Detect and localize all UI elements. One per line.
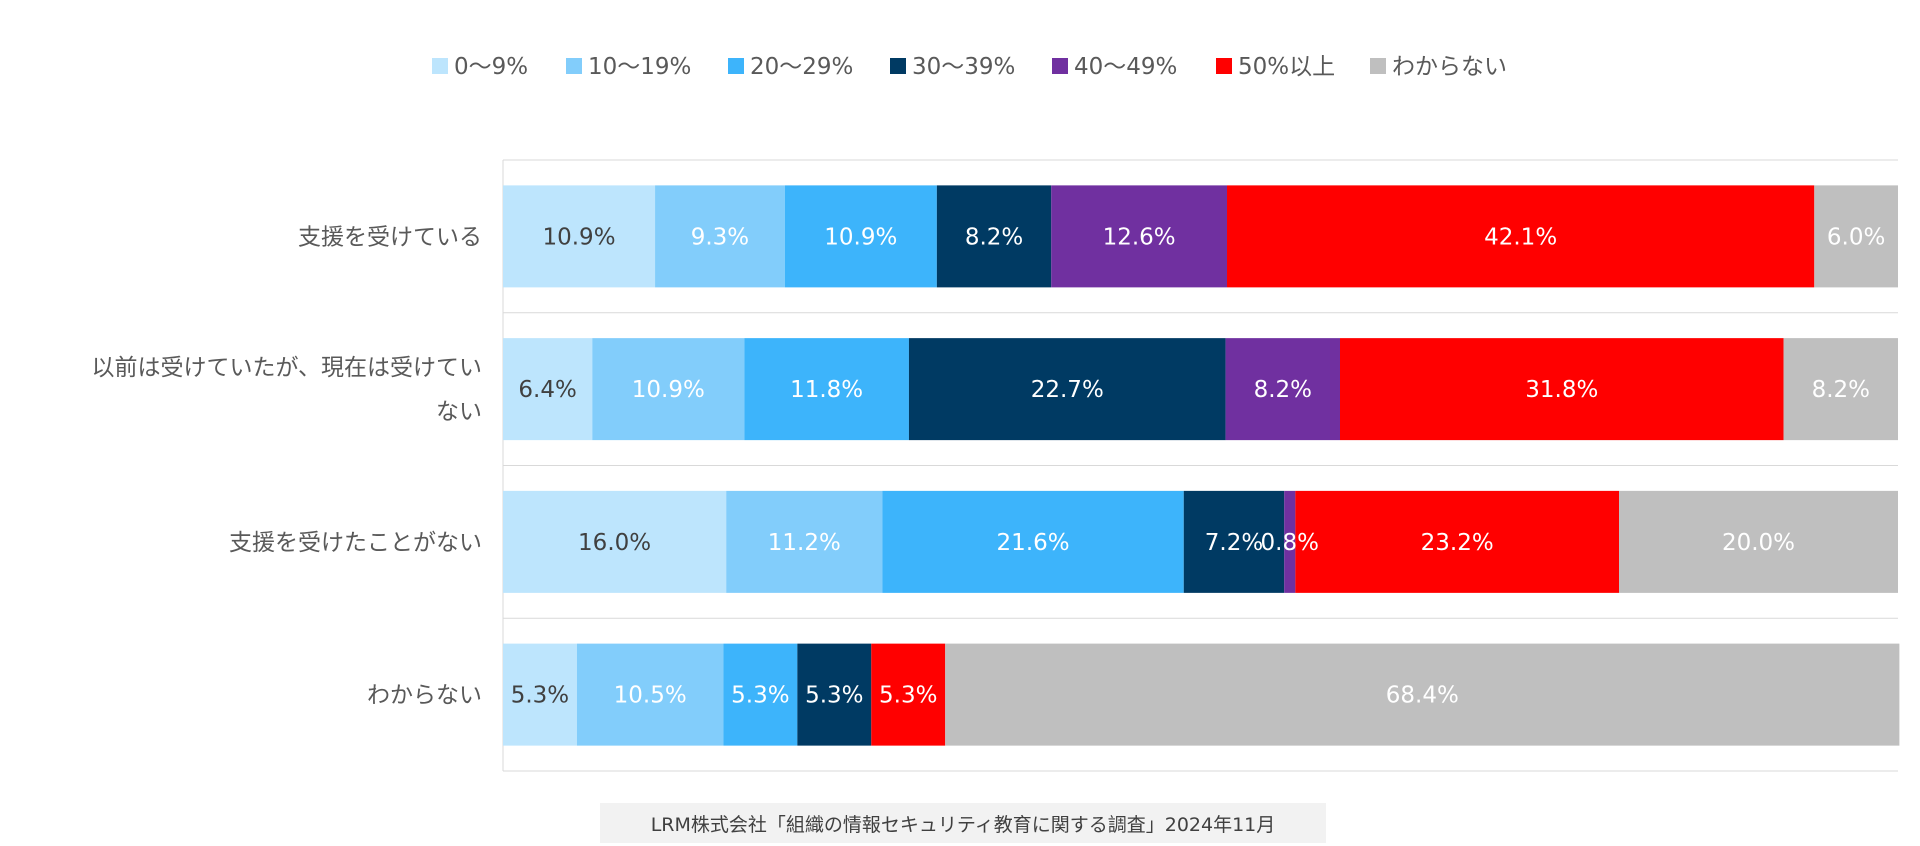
category-label-line: わからない [367,683,482,709]
legend-label: 40～49% [1074,54,1177,80]
bar-segment [1051,185,1228,288]
bar-segment [1284,490,1296,593]
legend-swatch [1216,58,1232,74]
data-label: 8.2% [1812,377,1870,403]
data-label: 23.2% [1421,530,1494,556]
category-label-line: 以前は受けていたが、現在は受けてい [91,355,482,381]
legend-entry: 50%以上 [1216,54,1335,80]
legend-entry: 20～29% [728,54,853,80]
legend-label: 50%以上 [1238,54,1335,80]
data-label: 6.0% [1827,224,1885,250]
category-label-line: 支援を受けたことがない [229,530,482,556]
bar-segment [1340,338,1784,441]
data-label: 16.0% [578,530,651,556]
category-label: 支援を受けている [298,224,482,250]
bar-segment [503,338,593,441]
legend: 0～9% 10～19% 20～29% 30～39% 40～49% 50%以上 わからない [432,54,1507,80]
bar-segment [592,338,745,441]
source-caption: LRM株式会社「組織の情報セキュリティ教育に関する調査」2024年11月 [600,803,1326,843]
legend-entry: 30～39% [890,54,1015,80]
bar-segment [1227,185,1815,288]
legend-entry: 10～19% [566,54,691,80]
bar-segment [784,185,937,288]
bar-segment [726,490,883,593]
legend-label: わからない [1392,54,1507,80]
bar-segment [744,338,909,441]
data-label: 10.5% [614,683,687,709]
data-label: 10.9% [824,224,897,250]
bar-segment [503,185,656,288]
category-axis: 支援を受けている以前は受けていたが、現在は受けていない支援を受けたことがないわか… [91,224,482,708]
legend-swatch [566,58,582,74]
bar-segment [1814,185,1898,288]
legend-swatch [728,58,744,74]
data-label: 0.8% [1261,530,1319,556]
data-label: 5.3% [879,683,937,709]
data-label: 8.2% [965,224,1023,250]
legend-entry: 40～49% [1052,54,1177,80]
bar-segment [1225,338,1340,441]
bar-segment [503,490,727,593]
category-label: わからない [367,683,482,709]
legend-entry: わからない [1370,54,1507,80]
bar-segment [1783,338,1898,441]
data-label: 12.6% [1103,224,1176,250]
data-label: 31.8% [1525,377,1598,403]
data-label: 10.9% [542,224,615,250]
bar-segment [882,490,1184,593]
bar-segment [1619,490,1898,593]
category-label-line: 支援を受けている [298,224,482,250]
bar-segment [576,643,724,746]
data-label: 9.3% [691,224,749,250]
legend-label: 10～19% [588,54,691,80]
data-label: 7.2% [1205,530,1263,556]
plot-area: 10.9% 9.3% 10.9% 8.2% 12.6% 42.1% 6.0% 6.4% 10.9… [502,159,1900,772]
data-label: 8.2% [1254,377,1312,403]
data-label: 42.1% [1484,224,1557,250]
legend-swatch [890,58,906,74]
bar-segment [1183,490,1285,593]
category-label: 支援を受けたことがない [229,530,482,556]
legend-label: 0～9% [454,54,528,80]
legend-label: 30～39% [912,54,1015,80]
data-label: 5.3% [731,683,789,709]
bar-segment [503,643,577,746]
data-label: 11.8% [790,377,863,403]
data-label: 5.3% [511,683,569,709]
bar-segment [945,643,1900,746]
data-label: 22.7% [1031,377,1104,403]
bar-segment [1295,490,1619,593]
data-label: 68.4% [1386,683,1459,709]
category-label-line: ない [436,399,482,425]
data-label: 21.6% [997,530,1070,556]
bar-segment [936,185,1052,288]
legend-swatch [1370,58,1386,74]
data-label: 11.2% [768,530,841,556]
bar-segment [797,643,872,746]
data-label: 20.0% [1722,530,1795,556]
bar-segment [871,643,946,746]
data-label: 6.4% [518,377,576,403]
legend-swatch [432,58,448,74]
legend-entry: 0～9% [432,54,528,80]
data-label: 5.3% [805,683,863,709]
bar-segment [723,643,798,746]
bar-segment [908,338,1226,441]
legend-swatch [1052,58,1068,74]
legend-label: 20～29% [750,54,853,80]
data-label: 10.9% [632,377,705,403]
bar-segment [655,185,785,288]
